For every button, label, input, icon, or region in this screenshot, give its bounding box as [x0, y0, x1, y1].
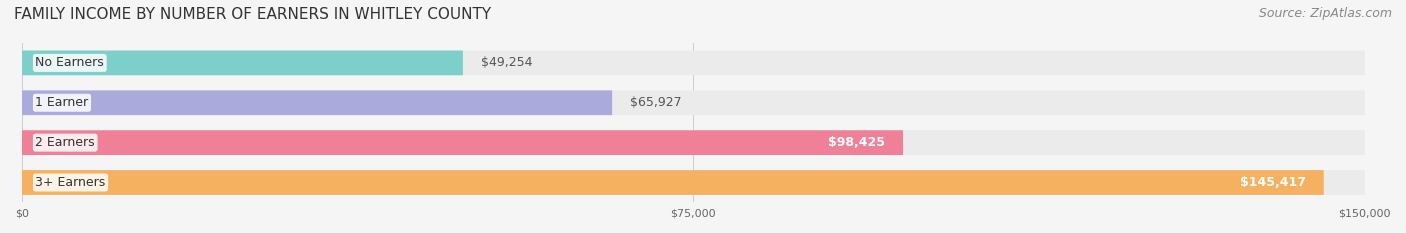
FancyBboxPatch shape — [22, 130, 903, 155]
Text: Source: ZipAtlas.com: Source: ZipAtlas.com — [1258, 7, 1392, 20]
FancyBboxPatch shape — [22, 51, 1365, 75]
Text: $98,425: $98,425 — [828, 136, 886, 149]
FancyBboxPatch shape — [22, 90, 1365, 115]
Text: $145,417: $145,417 — [1240, 176, 1306, 189]
Text: 3+ Earners: 3+ Earners — [35, 176, 105, 189]
Text: FAMILY INCOME BY NUMBER OF EARNERS IN WHITLEY COUNTY: FAMILY INCOME BY NUMBER OF EARNERS IN WH… — [14, 7, 491, 22]
FancyBboxPatch shape — [22, 51, 463, 75]
FancyBboxPatch shape — [22, 90, 612, 115]
FancyBboxPatch shape — [22, 130, 1365, 155]
FancyBboxPatch shape — [22, 170, 1365, 195]
FancyBboxPatch shape — [22, 170, 1323, 195]
Text: 2 Earners: 2 Earners — [35, 136, 96, 149]
Text: $65,927: $65,927 — [630, 96, 682, 109]
Text: No Earners: No Earners — [35, 56, 104, 69]
Text: $49,254: $49,254 — [481, 56, 533, 69]
Text: 1 Earner: 1 Earner — [35, 96, 89, 109]
